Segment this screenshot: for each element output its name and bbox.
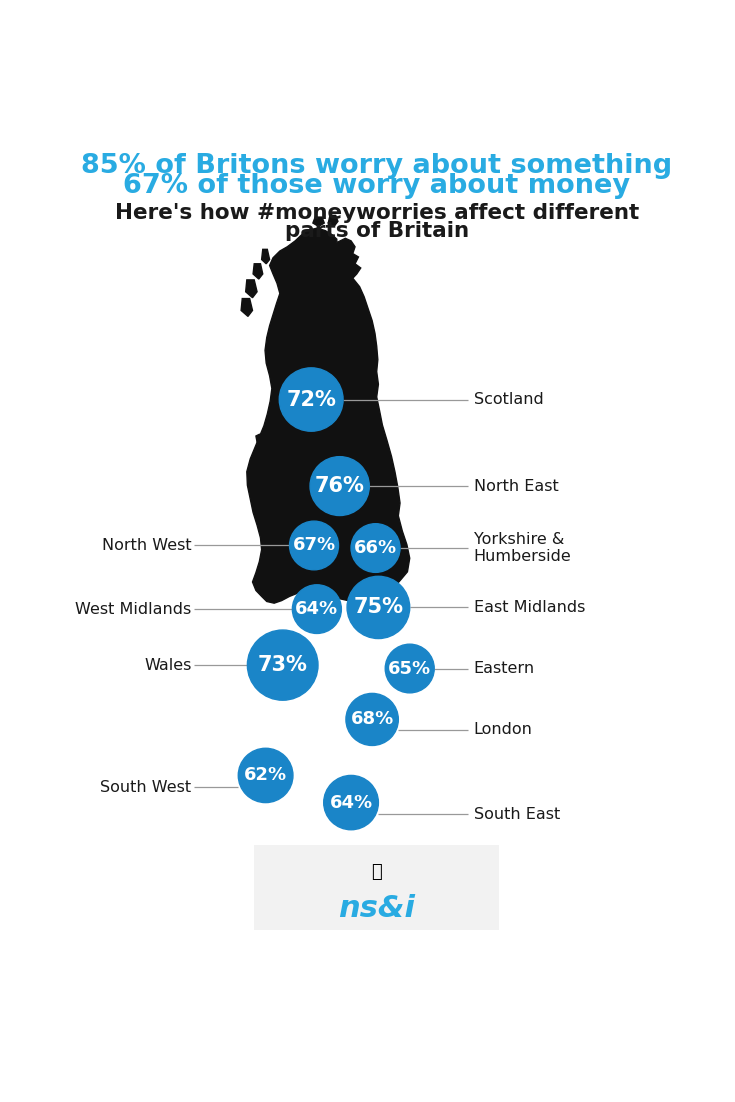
Text: 62%: 62%: [244, 766, 287, 785]
Polygon shape: [329, 215, 338, 226]
Text: parts of Britain: parts of Britain: [284, 222, 469, 241]
Text: 64%: 64%: [329, 793, 373, 811]
Text: South West: South West: [101, 780, 192, 795]
Ellipse shape: [238, 748, 293, 802]
Ellipse shape: [351, 523, 400, 572]
Ellipse shape: [323, 776, 379, 830]
Text: South East: South East: [473, 807, 560, 822]
Text: 65%: 65%: [388, 659, 431, 678]
Text: Here's how #moneyworries affect different: Here's how #moneyworries affect differen…: [115, 203, 639, 223]
Ellipse shape: [279, 368, 343, 431]
Text: ns&i: ns&i: [338, 894, 415, 923]
Ellipse shape: [347, 576, 409, 638]
Text: North East: North East: [473, 478, 559, 494]
Text: 73%: 73%: [258, 655, 308, 676]
Text: West Midlands: West Midlands: [75, 602, 192, 617]
Ellipse shape: [290, 521, 339, 570]
Text: 68%: 68%: [351, 711, 394, 728]
FancyBboxPatch shape: [254, 845, 499, 930]
Text: 85% of Britons worry about something: 85% of Britons worry about something: [81, 153, 673, 180]
Polygon shape: [313, 217, 324, 226]
Polygon shape: [253, 263, 263, 279]
Polygon shape: [247, 228, 409, 603]
Polygon shape: [256, 434, 263, 446]
Ellipse shape: [310, 456, 369, 516]
Text: East Midlands: East Midlands: [473, 599, 585, 615]
Polygon shape: [262, 249, 270, 263]
Text: 76%: 76%: [315, 476, 365, 496]
Text: 67%: 67%: [293, 537, 336, 554]
Text: North West: North West: [102, 538, 192, 553]
Text: 🌰: 🌰: [371, 863, 382, 882]
Text: 72%: 72%: [286, 389, 336, 410]
Text: Wales: Wales: [144, 658, 192, 672]
Text: Scotland: Scotland: [473, 392, 543, 407]
Polygon shape: [241, 299, 253, 316]
Ellipse shape: [346, 693, 398, 745]
Ellipse shape: [248, 630, 318, 700]
Text: 75%: 75%: [354, 597, 404, 617]
Text: 66%: 66%: [354, 539, 397, 557]
Polygon shape: [245, 280, 257, 298]
Text: London: London: [473, 722, 532, 737]
Ellipse shape: [293, 585, 341, 634]
Text: Eastern: Eastern: [473, 661, 534, 676]
Ellipse shape: [385, 645, 434, 693]
Text: Yorkshire &
Humberside: Yorkshire & Humberside: [473, 532, 571, 564]
Text: 64%: 64%: [295, 601, 338, 618]
Text: 67% of those worry about money: 67% of those worry about money: [123, 173, 630, 199]
